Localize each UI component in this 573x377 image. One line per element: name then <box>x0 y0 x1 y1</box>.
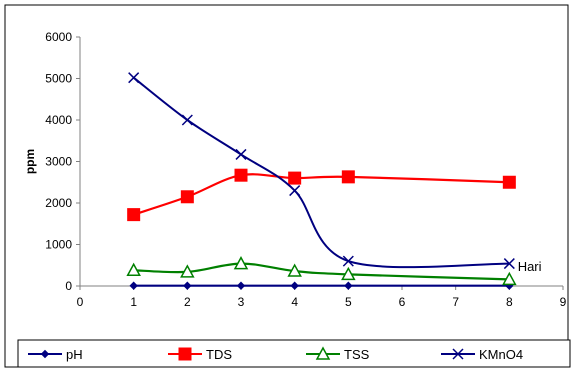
y-tick-label: 1000 <box>45 238 72 252</box>
legend-item-ph: pH <box>28 347 83 362</box>
data-point-kmno4 <box>181 114 193 126</box>
x-tick-label: 4 <box>291 295 298 309</box>
x-tick-label: 7 <box>452 295 459 309</box>
y-tick-label: 3000 <box>45 155 72 169</box>
y-tick-label: 2000 <box>45 196 72 210</box>
legend-marker-ph <box>40 349 50 359</box>
legend-label-kmno4: KMnO4 <box>479 347 523 362</box>
y-tick-label: 4000 <box>45 113 72 127</box>
legend-marker-kmno4 <box>452 348 464 360</box>
x-tick-label: 3 <box>238 295 245 309</box>
legend-box <box>17 339 571 368</box>
data-point-kmno4 <box>128 72 140 84</box>
data-point-tds <box>180 190 194 204</box>
series-tss <box>126 256 517 286</box>
legend-item-tds: TDS <box>168 347 232 362</box>
x-tick-label: 1 <box>130 295 137 309</box>
annotation-layer: Hari <box>518 259 542 274</box>
x-tick-label: 8 <box>506 295 513 309</box>
x-tick-label: 9 <box>560 295 567 309</box>
legend-label-ph: pH <box>66 347 83 362</box>
legend-label-tds: TDS <box>206 347 232 362</box>
series-layer <box>126 72 517 290</box>
x-tick-label: 2 <box>184 295 191 309</box>
legend: pH TDS TSS KMnO4 <box>17 339 571 368</box>
annotation-label: Hari <box>518 259 542 274</box>
data-point-ph <box>344 281 353 290</box>
legend-marker-tss <box>315 346 331 360</box>
legend-label-tss: TSS <box>344 347 370 362</box>
data-point-tss <box>233 256 249 270</box>
data-point-ph <box>290 281 299 290</box>
data-point-tds <box>288 171 302 185</box>
x-tick-label: 0 <box>77 295 84 309</box>
chart-border <box>4 4 569 368</box>
data-point-tss <box>502 271 517 286</box>
legend-marker-tds <box>178 347 192 361</box>
x-tick-label: 6 <box>399 295 406 309</box>
legend-item-kmno4: KMnO4 <box>441 347 523 362</box>
data-point-kmno4 <box>235 148 247 160</box>
data-point-tss <box>126 262 141 276</box>
y-tick-label: 5000 <box>45 72 72 86</box>
data-point-ph <box>183 281 192 290</box>
x-tick-label: 5 <box>345 295 352 309</box>
data-point-kmno4 <box>503 258 515 270</box>
data-point-ph <box>129 281 138 290</box>
y-tick-label: 0 <box>65 279 72 293</box>
data-point-tss <box>287 263 302 277</box>
data-point-kmno4 <box>342 255 354 267</box>
data-point-tss <box>341 266 356 281</box>
data-point-ph <box>236 281 246 290</box>
data-point-tds <box>502 175 516 189</box>
data-point-tss <box>180 264 195 278</box>
data-point-tds <box>341 170 355 184</box>
legend-item-tss: TSS <box>306 346 370 362</box>
data-point-tds <box>234 168 248 182</box>
data-point-kmno4 <box>289 185 301 197</box>
series-kmno4 <box>128 72 515 270</box>
data-point-tds <box>127 208 141 222</box>
y-axis-label: ppm <box>23 149 37 174</box>
y-tick-label: 6000 <box>45 30 72 44</box>
series-tds <box>127 168 516 222</box>
